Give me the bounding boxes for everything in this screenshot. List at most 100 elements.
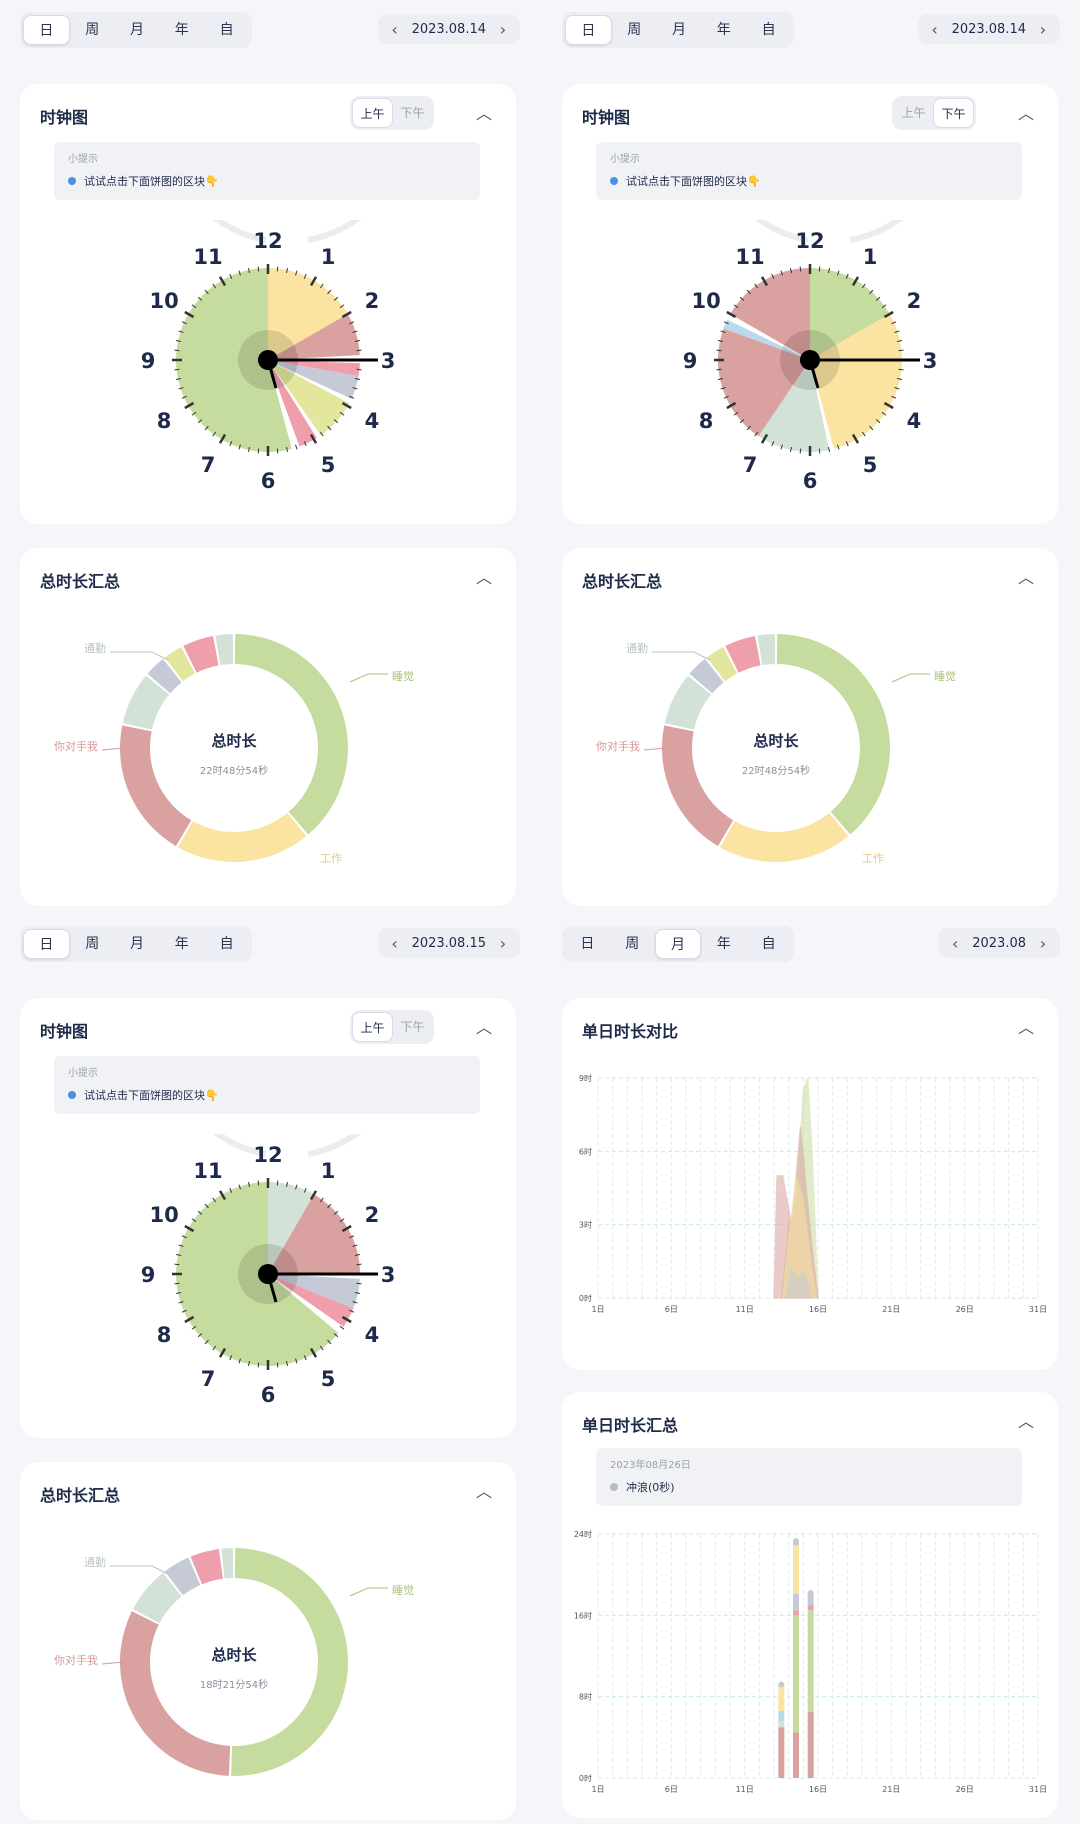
clock-tick [197,1333,203,1338]
prev-date-icon[interactable]: ‹ [391,19,398,39]
tab-custom[interactable]: 自 [219,22,234,38]
clock-tick [720,330,726,333]
donut-slice [164,1557,201,1596]
clock-slice [268,360,359,399]
prev-date-icon[interactable]: ‹ [931,19,938,39]
tab-week[interactable]: 周 [85,22,100,38]
next-date-icon[interactable]: › [1039,933,1047,953]
tab-year[interactable]: 年 [716,22,731,38]
clock-hour-label: 11 [193,245,222,269]
clock-hour-label: 12 [795,229,824,253]
clock-tick [720,387,726,390]
card-title: 总时长汇总 [40,1486,121,1505]
tab-day[interactable]: 日 [580,936,595,952]
pm-button[interactable]: 下午 [933,98,974,128]
clock-tick [799,266,802,272]
tip-title: 小提示 [68,154,98,165]
collapse-icon[interactable]: ︿ [1017,568,1034,587]
pm-button[interactable]: 下午 [400,1020,425,1034]
collapse-icon[interactable]: ︿ [475,1482,492,1501]
clock-tick [352,1301,358,1304]
clock-tick [339,1325,345,1330]
clock-tick [212,1345,217,1351]
next-date-icon[interactable]: › [499,19,507,39]
summary-card: 总时长汇总 ︿ 总时长 22时48分54秒 睡觉 通勤 你对手我 工作 [20,548,516,906]
clock-slice [268,314,360,360]
donut-slice [147,658,182,694]
tab-year[interactable]: 年 [716,936,731,952]
tab-month[interactable]: 月 [654,929,702,959]
clock-tick [286,446,289,453]
card-title: 单日时长对比 [582,1022,679,1041]
clock-tick [733,411,739,416]
am-button[interactable]: 上午 [901,106,926,120]
tab-custom[interactable]: 自 [219,936,234,952]
date-navigator: ‹ 2023.08.14 › [917,14,1060,44]
pm-button[interactable]: 下午 [400,106,425,120]
tab-week[interactable]: 周 [627,22,642,38]
collapse-icon[interactable]: ︿ [1017,104,1034,123]
clock-tick [319,1345,324,1351]
clock-slice [758,360,830,452]
collapse-icon[interactable]: ︿ [1017,1018,1034,1037]
clock-tick [341,1315,352,1324]
clock-tick [861,283,866,289]
clock-tick [257,266,260,272]
clock-hour-label: 4 [907,409,922,433]
collapse-icon[interactable]: ︿ [1017,1412,1034,1431]
tab-day[interactable]: 日 [23,929,70,959]
x-tick-label: 6日 [665,1305,678,1314]
clock-hand [808,359,820,389]
next-date-icon[interactable]: › [499,933,507,953]
clock-hour-label: 7 [743,453,758,477]
date-navigator: ‹ 2023.08 › [938,928,1060,958]
am-button[interactable]: 上午 [352,98,393,128]
clock-tick [356,1263,362,1266]
tab-day[interactable]: 日 [23,15,70,45]
daily-summary-bar-chart[interactable]: 0时 8时 16时 24时 1日 6日 11日 16日 21日 26日 31日 [562,1514,1058,1814]
period-tabs: 日 周 月 年 自 [20,926,252,962]
donut-slice [119,725,192,847]
clock-slice [810,314,902,449]
clock-tick [303,1355,307,1361]
tab-custom[interactable]: 自 [761,22,776,38]
prev-date-icon[interactable]: ‹ [952,933,959,953]
clock-tick [352,330,358,333]
tab-year[interactable]: 年 [174,22,189,38]
clock-tick [191,411,197,416]
tab-custom[interactable]: 自 [761,936,776,952]
donut-legend-label: 睡觉 [392,1584,414,1597]
next-date-icon[interactable]: › [1039,19,1047,39]
prev-date-icon[interactable]: ‹ [391,933,398,953]
collapse-icon[interactable]: ︿ [475,1018,492,1037]
tab-day[interactable]: 日 [565,15,612,45]
clock-hour-label: 7 [201,1367,216,1391]
clock-tick [349,1235,355,1239]
clock-tick [295,1184,298,1190]
daily-compare-area-chart[interactable]: 0时 3时 6时 9时 1日 6日 11日 16日 21日 26日 31日 [562,1058,1058,1358]
tab-week[interactable]: 周 [85,936,100,952]
tab-year[interactable]: 年 [174,936,189,952]
donut-slice [706,646,738,682]
panel-top-left: 日 周 月 年 自 ‹ 2023.08.14 › 时钟图 上午 下午 ︿ 小提示… [20,15,516,906]
collapse-icon[interactable]: ︿ [475,568,492,587]
clock-slice [268,1274,354,1327]
am-button[interactable]: 上午 [352,1012,393,1042]
clock-tick [726,401,737,410]
tab-month[interactable]: 月 [671,22,686,38]
leader-line [349,1587,388,1597]
clock-tick [896,339,903,342]
collapse-icon[interactable]: ︿ [475,104,492,123]
tab-month[interactable]: 月 [129,936,144,952]
clock-tick [354,1292,361,1295]
summary-card: 总时长汇总 ︿ 总时长 18时21分54秒 睡觉 通勤 你对手我 [20,1462,516,1820]
clock-hour-label: 2 [907,289,922,313]
tab-week[interactable]: 周 [625,936,640,952]
tab-month[interactable]: 月 [129,22,144,38]
